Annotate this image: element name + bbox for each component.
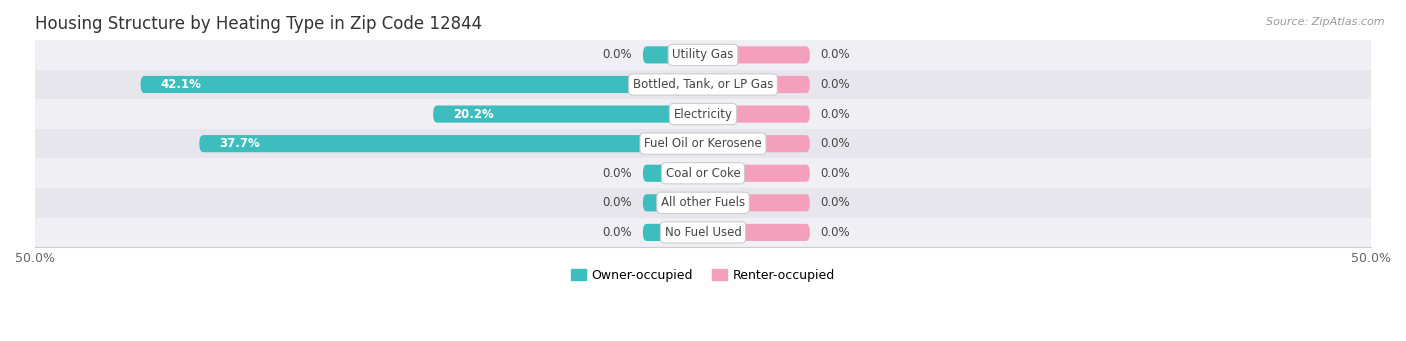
Text: Source: ZipAtlas.com: Source: ZipAtlas.com xyxy=(1267,17,1385,27)
Text: 0.0%: 0.0% xyxy=(821,226,851,239)
Text: 37.7%: 37.7% xyxy=(219,137,260,150)
Text: 0.0%: 0.0% xyxy=(603,48,633,61)
FancyBboxPatch shape xyxy=(643,224,703,241)
Text: Housing Structure by Heating Type in Zip Code 12844: Housing Structure by Heating Type in Zip… xyxy=(35,15,482,33)
Legend: Owner-occupied, Renter-occupied: Owner-occupied, Renter-occupied xyxy=(565,264,841,286)
FancyBboxPatch shape xyxy=(703,165,810,182)
Text: Bottled, Tank, or LP Gas: Bottled, Tank, or LP Gas xyxy=(633,78,773,91)
FancyBboxPatch shape xyxy=(703,135,810,152)
Text: 0.0%: 0.0% xyxy=(821,196,851,209)
Text: 0.0%: 0.0% xyxy=(603,226,633,239)
FancyBboxPatch shape xyxy=(703,46,810,63)
Text: 0.0%: 0.0% xyxy=(821,107,851,121)
Text: 42.1%: 42.1% xyxy=(160,78,201,91)
Text: Fuel Oil or Kerosene: Fuel Oil or Kerosene xyxy=(644,137,762,150)
FancyBboxPatch shape xyxy=(703,194,810,211)
FancyBboxPatch shape xyxy=(703,224,810,241)
Text: All other Fuels: All other Fuels xyxy=(661,196,745,209)
Text: 0.0%: 0.0% xyxy=(821,78,851,91)
FancyBboxPatch shape xyxy=(433,105,703,123)
Bar xyxy=(35,129,1371,159)
FancyBboxPatch shape xyxy=(643,165,703,182)
Bar xyxy=(35,188,1371,218)
Text: 0.0%: 0.0% xyxy=(821,137,851,150)
Bar xyxy=(35,40,1371,70)
Bar xyxy=(35,70,1371,99)
FancyBboxPatch shape xyxy=(703,105,810,123)
Text: 0.0%: 0.0% xyxy=(603,196,633,209)
Text: No Fuel Used: No Fuel Used xyxy=(665,226,741,239)
Text: Coal or Coke: Coal or Coke xyxy=(665,167,741,180)
FancyBboxPatch shape xyxy=(643,46,703,63)
Text: Utility Gas: Utility Gas xyxy=(672,48,734,61)
FancyBboxPatch shape xyxy=(643,194,703,211)
Text: 0.0%: 0.0% xyxy=(821,167,851,180)
FancyBboxPatch shape xyxy=(703,76,810,93)
Text: 0.0%: 0.0% xyxy=(821,48,851,61)
Bar xyxy=(35,99,1371,129)
Text: 20.2%: 20.2% xyxy=(453,107,494,121)
FancyBboxPatch shape xyxy=(200,135,703,152)
Bar xyxy=(35,159,1371,188)
Text: Electricity: Electricity xyxy=(673,107,733,121)
Text: 0.0%: 0.0% xyxy=(603,167,633,180)
Bar xyxy=(35,218,1371,247)
FancyBboxPatch shape xyxy=(141,76,703,93)
